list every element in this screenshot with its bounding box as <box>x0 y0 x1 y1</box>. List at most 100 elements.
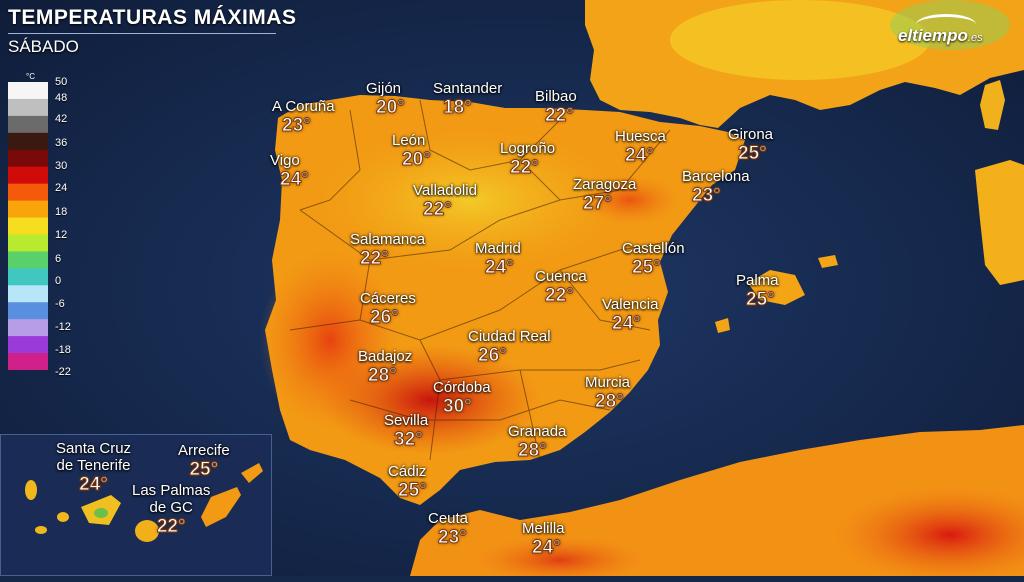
city-label: Murcia 28° <box>585 374 630 413</box>
city-name: Salamanca <box>350 231 426 248</box>
city-name: León <box>392 132 426 149</box>
temperature-legend: °C 50 48 42 36 30 24 18 12 6 0 -6 -12 -18 -22 <box>8 72 71 378</box>
city-name: Ceuta <box>428 510 469 527</box>
city-label: Granada 28° <box>508 423 566 462</box>
city-temperature: 24° <box>280 169 310 191</box>
legend-swatch <box>8 183 48 202</box>
city-name: Arrecife <box>178 442 230 459</box>
legend-swatch <box>8 98 48 117</box>
city-temperature: 26° <box>370 307 400 329</box>
legend-swatch <box>8 82 48 100</box>
city-temperature: 24° <box>611 313 641 335</box>
city-name: Vigo <box>270 152 300 169</box>
canarias-city-label: Las Palmas de GC 22° <box>132 482 210 538</box>
sardinia <box>975 160 1024 285</box>
title-divider <box>8 33 276 34</box>
city-temperature: 22° <box>156 516 186 538</box>
legend-swatch <box>8 285 48 303</box>
city-name: Cádiz <box>388 463 427 480</box>
city-temperature: 22° <box>545 285 575 307</box>
city-label: Valladolid 22° <box>413 182 477 221</box>
city-temperature: 18° <box>442 97 472 119</box>
city-temperature: 25° <box>189 459 219 481</box>
city-name: Córdoba <box>433 379 491 396</box>
legend-swatch <box>8 132 48 151</box>
legend-tick-label: 50 <box>55 76 68 88</box>
city-name-line2: de GC <box>149 499 193 516</box>
legend-tick-label: 18 <box>55 206 68 218</box>
legend-tick-label: -22 <box>55 366 71 378</box>
legend-tick-label: -18 <box>55 344 71 356</box>
france-cool-zone <box>670 0 930 80</box>
island-el-hierro <box>35 526 47 534</box>
city-label: Girona 25° <box>728 126 774 165</box>
city-name: Madrid <box>475 240 521 257</box>
legend-swatch <box>8 217 48 235</box>
city-temperature: 25° <box>737 143 767 165</box>
legend-unit: °C <box>26 72 35 81</box>
city-temperature: 25° <box>746 289 776 311</box>
map-title: TEMPERATURAS MÁXIMAS <box>8 6 297 29</box>
brand-suffix: .es <box>967 32 983 44</box>
city-name: Badajoz <box>358 348 413 365</box>
logo-arc-icon <box>916 14 976 35</box>
city-temperature: 24° <box>485 257 515 279</box>
city-temperature: 28° <box>367 365 397 387</box>
city-label: Salamanca 22° <box>350 231 426 270</box>
legend-swatch <box>8 200 48 219</box>
city-label: Vigo 24° <box>270 152 310 191</box>
legend-tick-label: 42 <box>55 113 68 125</box>
city-name: Huesca <box>615 128 666 145</box>
island-lanzarote <box>241 463 263 483</box>
title-block: TEMPERATURAS MÁXIMAS SÁBADO <box>8 6 296 57</box>
city-temperature: 22° <box>359 248 389 270</box>
city-name: Girona <box>728 126 774 143</box>
city-name: Barcelona <box>682 168 750 185</box>
legend-tick-label: -6 <box>55 298 65 310</box>
region-borders <box>289 99 681 461</box>
city-temperature: 24° <box>79 474 109 496</box>
africa-hot-zone-west <box>470 535 650 576</box>
ibiza <box>715 318 730 333</box>
city-temperature: 30° <box>443 396 473 418</box>
city-name: Zaragoza <box>573 176 637 193</box>
city-label: Valencia 24° <box>602 296 658 335</box>
city-name: Cáceres <box>360 290 416 307</box>
city-label: Cádiz 25° <box>388 463 427 502</box>
city-label: Palma 25° <box>736 272 779 311</box>
city-name: Ciudad Real <box>468 328 551 345</box>
city-temperature: 22° <box>509 157 539 179</box>
canarias-city-label: Arrecife 25° <box>178 442 230 481</box>
city-temperature: 28° <box>594 391 624 413</box>
city-label: León 20° <box>392 132 431 171</box>
legend-tick-label: 12 <box>55 229 68 241</box>
north-cool-zone <box>320 130 620 270</box>
city-label: Badajoz 28° <box>358 348 413 387</box>
guadalquivir-hot-zone <box>320 345 540 455</box>
legend-tick-label: 36 <box>55 137 68 149</box>
island-la-gomera <box>57 512 69 522</box>
legend-tick-label: 30 <box>55 160 68 172</box>
city-label: Ciudad Real 26° <box>468 328 551 367</box>
city-name: Palma <box>736 272 779 289</box>
city-temperature: 20° <box>376 97 406 119</box>
city-label: Ceuta 23° <box>428 510 469 549</box>
city-temperature: 26° <box>478 345 508 367</box>
island-gran-canaria <box>135 520 159 542</box>
city-temperature: 23° <box>282 115 312 137</box>
canary-islands-map <box>25 463 263 542</box>
legend-swatch <box>8 268 48 286</box>
city-name: Santa Cruz <box>56 440 132 457</box>
city-label: Logroño 22° <box>500 140 555 179</box>
city-temperature: 24° <box>532 537 562 559</box>
legend-swatch <box>8 251 48 269</box>
city-label: Huesca 24° <box>615 128 666 167</box>
city-name: Sevilla <box>384 412 429 429</box>
legend-swatch <box>8 166 48 185</box>
legend-tick-label: -12 <box>55 321 71 333</box>
corsica <box>980 80 1005 130</box>
mallorca <box>748 270 805 305</box>
city-temperature: 32° <box>393 429 423 451</box>
city-temperature: 23° <box>692 185 722 207</box>
legend-swatch <box>8 336 48 354</box>
